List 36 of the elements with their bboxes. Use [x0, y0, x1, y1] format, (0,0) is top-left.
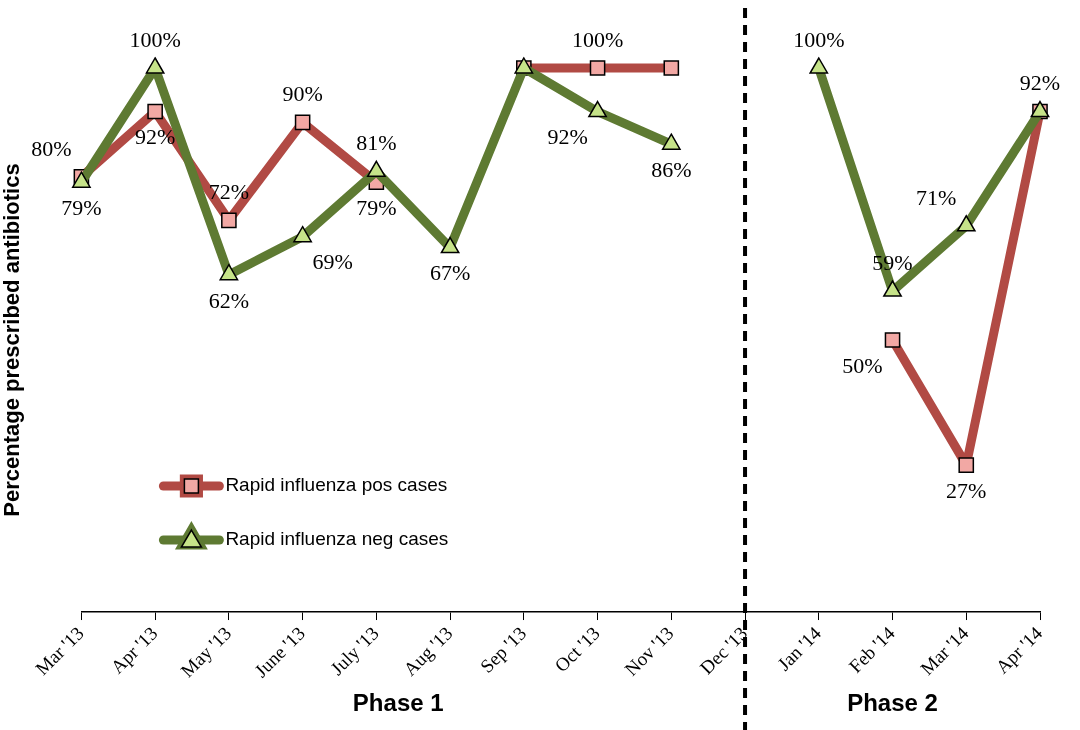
x-tick-label: Nov '13: [620, 622, 678, 680]
data-label: 81%: [356, 130, 397, 156]
data-label: 67%: [429, 260, 471, 286]
x-tick-label: Jan '14: [773, 622, 826, 675]
x-tick-label: Feb '14: [844, 622, 900, 677]
text: Phase 2: [847, 688, 938, 716]
x-tick-label: Aug '13: [399, 622, 457, 680]
legend-label: Rapid influenza pos cases: [225, 474, 448, 496]
data-label: 90%: [282, 81, 323, 107]
data-label: 79%: [356, 195, 397, 221]
x-tick-label: Apr '14: [991, 622, 1047, 678]
x-tick-label: Sep '13: [475, 622, 531, 677]
data-label: 100%: [571, 26, 624, 52]
data-label: 50%: [842, 352, 883, 378]
data-label: 71%: [916, 184, 957, 210]
data-label: 92%: [1019, 70, 1061, 96]
y-axis-title: Percentage prescribed antibiotics: [0, 163, 25, 517]
data-label: 69%: [312, 249, 353, 275]
x-tick-label: Oct '13: [550, 622, 604, 677]
data-label: 92%: [547, 124, 588, 150]
x-tick-label: Apr '13: [106, 622, 162, 678]
x-tick-label: Dec '13: [695, 622, 752, 679]
legend-label: Rapid influenza neg cases: [225, 528, 449, 550]
data-label: 86%: [651, 156, 692, 182]
data-label: 80%: [31, 135, 72, 161]
text: Phase 1: [352, 688, 444, 716]
data-label: 100%: [129, 26, 181, 52]
data-label: 79%: [61, 195, 102, 221]
data-label: 100%: [793, 26, 845, 52]
data-label: 27%: [946, 477, 987, 503]
x-tick-label: July '13: [326, 622, 383, 680]
x-tick-label: Mar '14: [916, 622, 973, 680]
x-tick-label: Mar '13: [31, 622, 88, 680]
x-tick-label: May '13: [176, 622, 236, 682]
x-tick-label: June '13: [250, 622, 309, 682]
data-label: 62%: [208, 287, 250, 313]
